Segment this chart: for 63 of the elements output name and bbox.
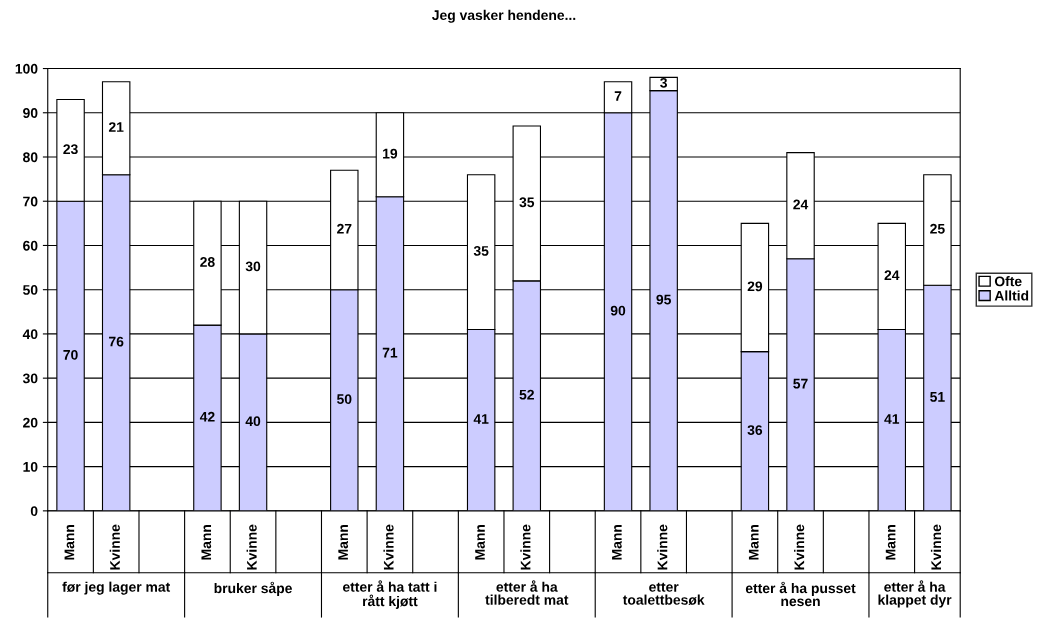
y-tick-label: 0 — [30, 506, 38, 517]
data-label: 35 — [473, 245, 489, 256]
y-tick-label: 40 — [22, 329, 38, 340]
text: etter å ha tilberedt mat — [485, 580, 569, 605]
x-tick-label: Kvinne — [520, 524, 531, 570]
data-label: 41 — [884, 414, 900, 424]
text: før jeg lager mat — [62, 581, 171, 595]
data-label: 40 — [245, 416, 261, 427]
data-label: 42 — [199, 411, 215, 422]
y-tick-label: 30 — [22, 373, 38, 384]
y-tick-label: 100 — [15, 63, 38, 74]
data-label: 76 — [109, 336, 124, 347]
text: etter å ha klappet dyr — [878, 580, 952, 608]
text: bruker såpe — [214, 581, 292, 596]
y-tick-label: 50 — [23, 285, 38, 295]
x-tick-label: Mann — [201, 524, 212, 560]
x-tick-label: Mann — [885, 524, 896, 560]
x-tick-label: Mann — [475, 524, 485, 560]
x-tick-label: Kvinne — [930, 524, 942, 570]
text: etter å ha tatt i rått kjøtt — [343, 580, 437, 609]
x-tick-label: Mann — [612, 524, 622, 560]
x-tick-label: Kvinne — [109, 524, 120, 570]
data-label: 25 — [930, 223, 945, 234]
y-tick-label: 10 — [23, 461, 38, 472]
x-tick-label: Kvinne — [794, 524, 805, 570]
data-label: 50 — [337, 394, 352, 405]
legend-label: Alltid — [994, 290, 1029, 301]
data-label: 24 — [884, 270, 900, 281]
y-tick-label: 70 — [23, 196, 38, 207]
text: etter toalettbesøk — [622, 582, 705, 606]
data-label: 70 — [63, 349, 78, 360]
data-label: 3 — [660, 77, 668, 88]
data-label: 52 — [519, 389, 534, 400]
data-label: 35 — [519, 197, 535, 208]
data-label: 24 — [793, 199, 809, 210]
data-label: 30 — [245, 261, 261, 272]
x-tick-label: Mann — [64, 524, 75, 560]
x-tick-label: Kvinne — [246, 524, 257, 570]
data-label: 23 — [63, 144, 78, 155]
x-tick-label: Kvinne — [383, 524, 394, 570]
data-label: 90 — [610, 305, 626, 316]
data-label: 7 — [614, 91, 622, 101]
x-tick-label: Mann — [748, 524, 759, 560]
data-label: 41 — [473, 414, 489, 424]
data-label: 57 — [793, 378, 808, 389]
y-tick-label: 90 — [23, 108, 38, 118]
data-label: 36 — [747, 425, 763, 435]
chart-title: Jeg vasker hendene... — [432, 9, 576, 23]
data-label: 51 — [930, 392, 945, 402]
y-tick-label: 20 — [23, 417, 38, 428]
data-label: 29 — [747, 281, 763, 292]
data-label: 28 — [200, 257, 215, 267]
data-label: 71 — [382, 347, 398, 358]
legend-label: Ofte — [994, 276, 1022, 287]
data-label: 27 — [337, 223, 352, 234]
text: etter å ha pusset nesen — [745, 581, 856, 607]
data-label: 95 — [656, 294, 671, 305]
y-tick-label: 60 — [23, 240, 38, 251]
data-label: 19 — [383, 148, 398, 159]
y-tick-label: 80 — [23, 152, 38, 163]
data-label: 21 — [108, 122, 124, 132]
x-tick-label: Mann — [338, 524, 349, 560]
x-tick-label: Kvinne — [657, 524, 668, 570]
